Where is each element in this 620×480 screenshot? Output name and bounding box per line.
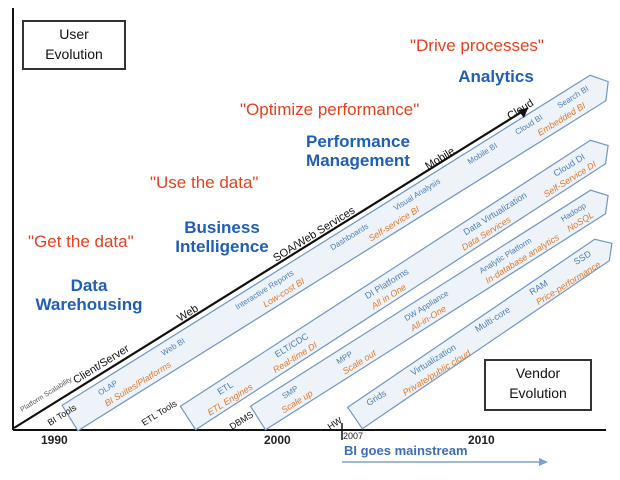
quote-optimize-performance: "Optimize performance" xyxy=(240,100,420,119)
vendor-evolution-line2: Evolution xyxy=(509,385,567,401)
era-performance-management: Performance Management xyxy=(296,132,420,170)
vendor-evolution-box: Vendor Evolution xyxy=(484,359,592,411)
year-2000: 2000 xyxy=(264,433,291,447)
band-3-arrow xyxy=(249,189,609,431)
quote-use-the-data: "Use the data" xyxy=(150,173,259,192)
user-evolution-line1: User xyxy=(59,26,89,42)
quote-drive-processes: "Drive processes" xyxy=(410,36,544,55)
era-performance-management-line1: Performance xyxy=(306,132,410,151)
era-performance-management-line2: Management xyxy=(306,151,410,170)
band2-start: ETL Tools xyxy=(140,398,179,428)
user-evolution-line2: Evolution xyxy=(45,46,103,62)
era-data-warehousing-line2: Warehousing xyxy=(35,295,143,314)
era-analytics-line1: Analytics xyxy=(458,67,534,86)
band3-start: DBMS xyxy=(228,409,255,431)
platform-line xyxy=(13,107,529,429)
era-business-intelligence: Business Intelligence xyxy=(170,218,274,256)
era-business-intelligence-line2: Intelligence xyxy=(175,237,269,256)
era-business-intelligence-line1: Business xyxy=(184,218,260,237)
mainstream-arrowhead xyxy=(539,458,548,466)
bands-layer xyxy=(61,74,613,432)
band-1-arrow xyxy=(61,74,609,432)
year-2007: 2007 xyxy=(343,431,364,441)
bi-goes-mainstream-label: BI goes mainstream xyxy=(344,443,468,458)
user-evolution-box: User Evolution xyxy=(22,20,126,70)
era-analytics: Analytics xyxy=(448,67,544,86)
era-data-warehousing-line1: Data xyxy=(70,276,108,295)
band-2-arrow xyxy=(179,139,609,431)
year-1990: 1990 xyxy=(41,433,68,447)
platform-arrowhead xyxy=(518,108,528,118)
year-2010: 2010 xyxy=(468,433,495,447)
quote-get-the-data: "Get the data" xyxy=(28,232,134,251)
era-data-warehousing: Data Warehousing xyxy=(26,276,152,314)
band-4-arrow xyxy=(346,238,613,430)
vendor-evolution-line1: Vendor xyxy=(515,365,561,381)
